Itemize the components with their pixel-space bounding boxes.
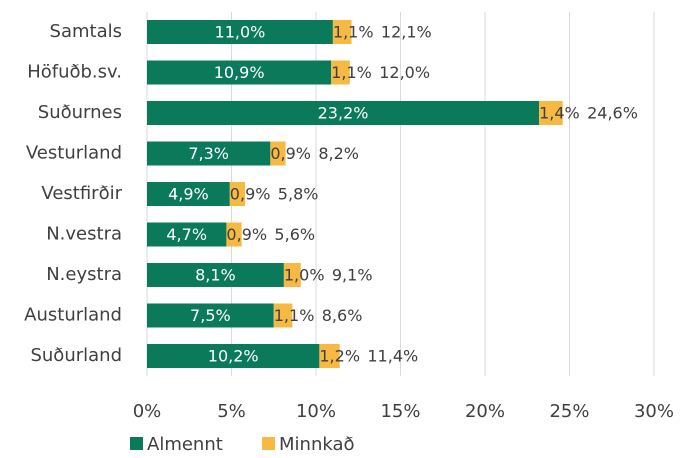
value-label: 11,0%	[215, 23, 266, 42]
y-tick-label: Austurland	[24, 305, 122, 326]
total-label: 12,0%	[379, 63, 430, 82]
value-label: 4,7%	[166, 225, 207, 244]
total-label: 11,4%	[367, 347, 418, 366]
total-label: 9,1%	[332, 266, 373, 285]
total-label: 8,6%	[322, 306, 363, 325]
bar-segment	[226, 222, 242, 247]
y-tick-label: Suðurland	[30, 345, 122, 366]
bar-segment	[147, 303, 274, 328]
bar-segment	[147, 20, 333, 44]
y-tick-label: Samtals	[50, 21, 122, 42]
bar-segment	[147, 344, 320, 368]
bar-segment	[229, 182, 246, 206]
x-tick-label: 5%	[217, 401, 246, 422]
value-label: 1,2%	[319, 347, 360, 366]
y-tick-label: Höfuðb.sv.	[27, 62, 122, 83]
y-tick-label: Vesturland	[26, 143, 122, 164]
total-label: 24,6%	[587, 104, 638, 123]
x-tick-label: 25%	[549, 401, 589, 422]
x-tick-label: 10%	[296, 401, 336, 422]
y-tick-label: Vestfirðir	[41, 183, 122, 204]
bar-segment	[273, 303, 293, 328]
value-label: 7,5%	[190, 306, 231, 325]
bar-segment	[147, 222, 227, 247]
bar-segment	[147, 101, 540, 125]
value-label: 10,9%	[214, 63, 265, 82]
x-tick-label: 20%	[465, 401, 505, 422]
bar-segment	[319, 344, 340, 368]
value-label: 4,9%	[168, 185, 209, 204]
legend-swatch	[130, 437, 143, 450]
bar-segment	[147, 182, 230, 206]
bar-segment	[331, 60, 350, 85]
value-label: 23,2%	[318, 104, 369, 123]
x-tick-label: 15%	[380, 401, 420, 422]
value-label: 1,1%	[331, 63, 372, 82]
bar-segment	[147, 60, 332, 85]
bar-segment	[283, 263, 301, 287]
value-label: 7,3%	[188, 144, 229, 163]
x-tick-label: 0%	[133, 401, 162, 422]
value-label: 1,0%	[284, 266, 325, 285]
bar-segment	[147, 263, 284, 287]
value-label: 10,2%	[208, 347, 259, 366]
value-label: 0,9%	[226, 225, 267, 244]
bar-segment	[539, 101, 563, 125]
value-label: 1,1%	[333, 23, 374, 42]
bar-segment	[270, 141, 286, 166]
y-tick-label: N.vestra	[46, 224, 122, 245]
bar-segment	[332, 20, 352, 44]
total-label: 12,1%	[381, 23, 432, 42]
total-label: 5,6%	[274, 225, 315, 244]
value-label: 0,9%	[270, 144, 311, 163]
value-label: 1,4%	[539, 104, 580, 123]
legend-swatch	[262, 437, 275, 450]
total-label: 5,8%	[278, 185, 319, 204]
legend-label: Almennt	[147, 434, 223, 455]
value-label: 0,9%	[230, 185, 271, 204]
value-label: 8,1%	[195, 266, 236, 285]
y-tick-label: N.eystra	[46, 264, 122, 285]
total-label: 8,2%	[318, 144, 359, 163]
legend-label: Minnkað	[279, 434, 355, 455]
x-tick-label: 30%	[634, 401, 674, 422]
bar-segment	[147, 141, 271, 166]
y-tick-label: Suðurnes	[38, 102, 122, 123]
value-label: 1,1%	[274, 306, 315, 325]
